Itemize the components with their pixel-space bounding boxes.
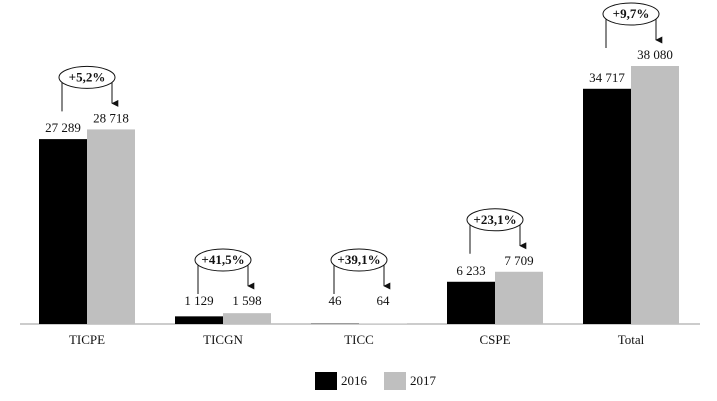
annotation-oval (466, 208, 524, 232)
annotation: +41,5% (201, 252, 244, 267)
value-label: 1 598 (232, 293, 261, 308)
value-label: 46 (329, 293, 343, 308)
bar (447, 281, 495, 324)
x-tick-label: Total (618, 332, 645, 347)
bar (495, 271, 543, 324)
bar (39, 139, 87, 324)
bar (175, 316, 223, 324)
value-label: 7 709 (504, 253, 533, 268)
x-tick-label: CSPE (479, 332, 510, 347)
value-label: 34 717 (589, 70, 625, 85)
value-label: 28 718 (93, 110, 129, 125)
value-label: 6 233 (456, 263, 485, 278)
value-label: 38 080 (637, 47, 673, 62)
legend-label: 2017 (410, 373, 437, 388)
legend-label: 2016 (341, 373, 368, 388)
bar (87, 129, 135, 324)
annotation-oval (602, 2, 660, 26)
annotation-oval (58, 65, 116, 89)
annotation-oval (194, 248, 252, 272)
bar (583, 88, 631, 324)
legend-swatch (315, 372, 337, 390)
annotation: +39,1% (337, 252, 380, 267)
value-label: 27 289 (45, 120, 81, 135)
annotation: +9,7% (613, 6, 650, 21)
x-tick-label: TICGN (203, 332, 243, 347)
x-tick-label: TICC (344, 332, 374, 347)
value-label: 64 (377, 293, 391, 308)
annotation-oval (330, 248, 388, 272)
annotation: +5,2% (69, 69, 106, 84)
annotation: +23,1% (473, 212, 516, 227)
x-tick-label: TICPE (69, 332, 105, 347)
legend-swatch (384, 372, 406, 390)
bar (223, 313, 271, 324)
bar (631, 66, 679, 324)
value-label: 1 129 (184, 293, 213, 308)
